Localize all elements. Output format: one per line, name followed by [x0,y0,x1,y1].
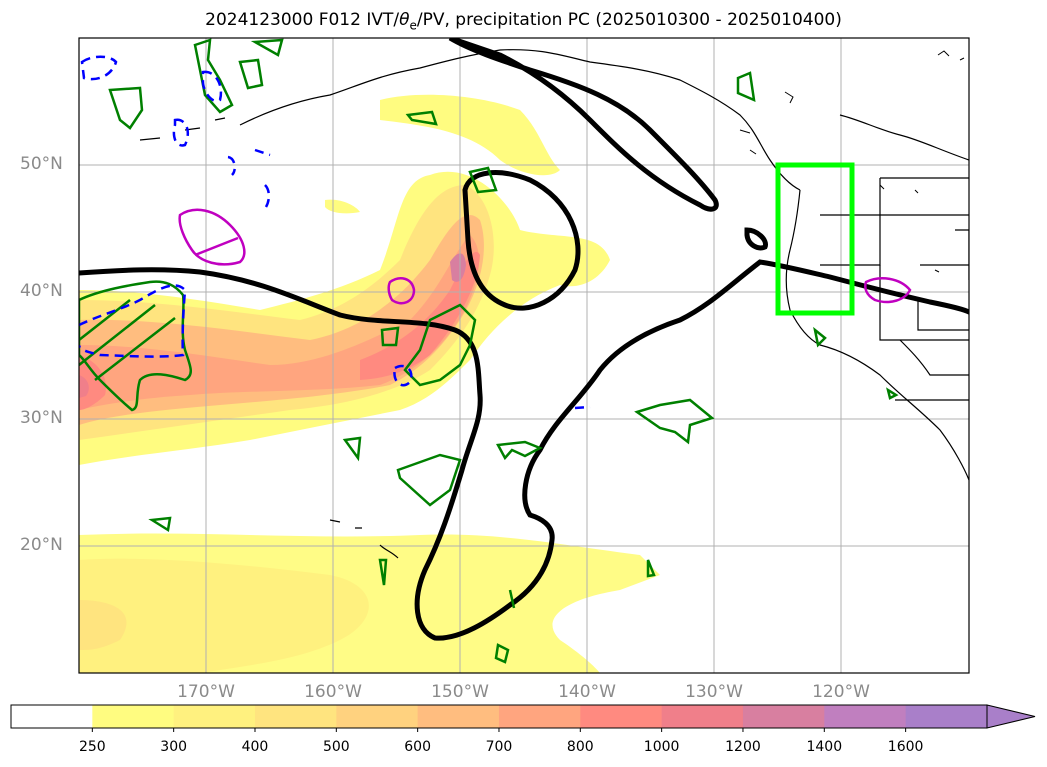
colorbar [10,704,1036,732]
magenta-contours [178,208,912,305]
green-contours [79,38,899,664]
colorbar-segment [254,705,337,728]
lat-label-50n: 50°N [20,154,63,174]
lon-label-160w: 160°W [304,682,362,702]
lon-label-140w: 140°W [558,682,616,702]
colorbar-level-label: 800 [566,739,594,755]
colorbar-level-label: 600 [404,739,432,755]
colorbar-segment [417,705,500,728]
colorbar-segment [905,705,987,728]
colorbar-segment [173,705,256,728]
lat-label-40n: 40°N [20,281,63,301]
colorbar-segment [742,705,825,728]
colorbar-level-label: 1200 [725,739,761,755]
colorbar-level-label: 400 [241,739,269,755]
colorbar-extend-arrow [986,704,1036,729]
colorbar-ticks [91,728,907,732]
colorbar-level-label: 500 [322,739,350,755]
colorbar-level-label: 300 [160,739,188,755]
lon-label-170w: 170°W [177,682,235,702]
islands [739,50,965,273]
blue-dashed-contours [79,55,591,410]
map-title: 2024123000 F012 IVT/θe/PV, precipitation… [205,10,842,33]
colorbar-segment [336,705,419,728]
colorbar-segment [661,705,744,728]
colorbar-segment [824,705,907,728]
precipitation-pc-box [775,162,855,316]
black-contours [79,38,969,641]
plot-frame [78,37,970,674]
colorbar-level-label: 250 [78,739,106,755]
colorbar-segment [11,705,93,728]
lon-label-150w: 150°W [431,682,489,702]
lat-label-30n: 30°N [20,408,63,428]
lon-label-120w: 120°W [812,682,870,702]
colorbar-segment [92,705,175,728]
colorbar-segment [498,705,581,728]
map-plot-area [79,38,969,673]
colorbar-segments [11,705,987,728]
colorbar-level-label: 700 [485,739,513,755]
colorbar-level-label: 1600 [887,739,924,755]
colorbar-level-label: 1000 [643,739,680,755]
lon-label-130w: 130°W [685,682,743,702]
graticule [79,38,969,673]
ivt-shading-south [79,533,660,673]
colorbar-level-label: 1400 [806,739,843,755]
map-figure [78,37,970,674]
lat-label-20n: 20°N [20,535,63,555]
colorbar-segment [580,705,663,728]
